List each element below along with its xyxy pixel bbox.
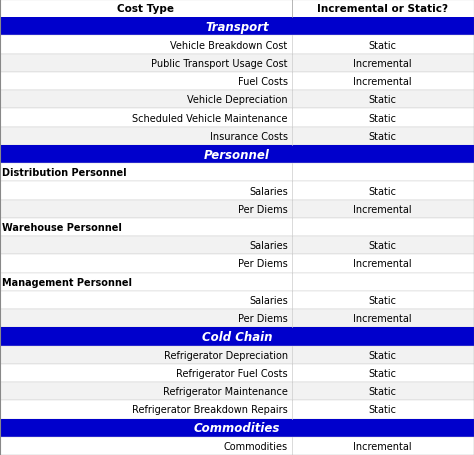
Text: Static: Static bbox=[369, 368, 397, 378]
Bar bbox=[0, 382, 474, 400]
Text: Per Diems: Per Diems bbox=[238, 204, 288, 214]
Bar bbox=[0, 18, 474, 36]
Bar bbox=[0, 200, 474, 218]
Text: Static: Static bbox=[369, 113, 397, 123]
Bar bbox=[0, 127, 474, 146]
Text: Commodities: Commodities bbox=[194, 421, 280, 434]
Bar bbox=[0, 437, 474, 455]
Bar bbox=[0, 364, 474, 382]
Bar bbox=[0, 91, 474, 109]
Text: Salaries: Salaries bbox=[249, 186, 288, 196]
Bar bbox=[0, 328, 474, 346]
Bar bbox=[0, 291, 474, 309]
Bar bbox=[0, 73, 474, 91]
Text: Management Personnel: Management Personnel bbox=[2, 277, 132, 287]
Text: Salaries: Salaries bbox=[249, 241, 288, 251]
Bar bbox=[0, 218, 474, 237]
Text: Static: Static bbox=[369, 186, 397, 196]
Bar bbox=[0, 164, 474, 182]
Text: Commodities: Commodities bbox=[224, 441, 288, 451]
Bar bbox=[0, 182, 474, 200]
Text: Incremental: Incremental bbox=[354, 259, 412, 269]
Text: Vehicle Breakdown Cost: Vehicle Breakdown Cost bbox=[171, 40, 288, 51]
Text: Refrigerator Maintenance: Refrigerator Maintenance bbox=[163, 386, 288, 396]
Text: Refrigerator Depreciation: Refrigerator Depreciation bbox=[164, 350, 288, 360]
Text: Static: Static bbox=[369, 40, 397, 51]
Text: Static: Static bbox=[369, 241, 397, 251]
Bar bbox=[0, 255, 474, 273]
Bar bbox=[0, 273, 474, 291]
Text: Transport: Transport bbox=[205, 21, 269, 34]
Bar bbox=[0, 237, 474, 255]
Text: Refrigerator Fuel Costs: Refrigerator Fuel Costs bbox=[176, 368, 288, 378]
Text: Cold Chain: Cold Chain bbox=[202, 330, 272, 343]
Bar bbox=[0, 146, 474, 164]
Text: Per Diems: Per Diems bbox=[238, 259, 288, 269]
Text: Fuel Costs: Fuel Costs bbox=[238, 77, 288, 87]
Text: Static: Static bbox=[369, 404, 397, 415]
Text: Refrigerator Breakdown Repairs: Refrigerator Breakdown Repairs bbox=[132, 404, 288, 415]
Text: Personnel: Personnel bbox=[204, 148, 270, 161]
Text: Incremental: Incremental bbox=[354, 59, 412, 69]
Bar bbox=[0, 419, 474, 437]
Bar bbox=[0, 0, 474, 18]
Text: Incremental: Incremental bbox=[354, 441, 412, 451]
Text: Static: Static bbox=[369, 131, 397, 142]
Text: Salaries: Salaries bbox=[249, 295, 288, 305]
Text: Static: Static bbox=[369, 295, 397, 305]
Text: Incremental: Incremental bbox=[354, 77, 412, 87]
Text: Static: Static bbox=[369, 350, 397, 360]
Text: Distribution Personnel: Distribution Personnel bbox=[2, 168, 127, 178]
Bar bbox=[0, 346, 474, 364]
Bar bbox=[0, 400, 474, 419]
Text: Per Diems: Per Diems bbox=[238, 313, 288, 324]
Text: Static: Static bbox=[369, 386, 397, 396]
Text: Public Transport Usage Cost: Public Transport Usage Cost bbox=[151, 59, 288, 69]
Text: Incremental: Incremental bbox=[354, 313, 412, 324]
Bar bbox=[0, 55, 474, 73]
Text: Incremental or Static?: Incremental or Static? bbox=[317, 4, 448, 14]
Bar bbox=[0, 109, 474, 127]
Text: Static: Static bbox=[369, 95, 397, 105]
Bar bbox=[0, 309, 474, 328]
Text: Insurance Costs: Insurance Costs bbox=[210, 131, 288, 142]
Bar bbox=[0, 36, 474, 55]
Text: Cost Type: Cost Type bbox=[117, 4, 174, 14]
Text: Scheduled Vehicle Maintenance: Scheduled Vehicle Maintenance bbox=[132, 113, 288, 123]
Text: Vehicle Depreciation: Vehicle Depreciation bbox=[187, 95, 288, 105]
Text: Warehouse Personnel: Warehouse Personnel bbox=[2, 222, 122, 233]
Text: Incremental: Incremental bbox=[354, 204, 412, 214]
